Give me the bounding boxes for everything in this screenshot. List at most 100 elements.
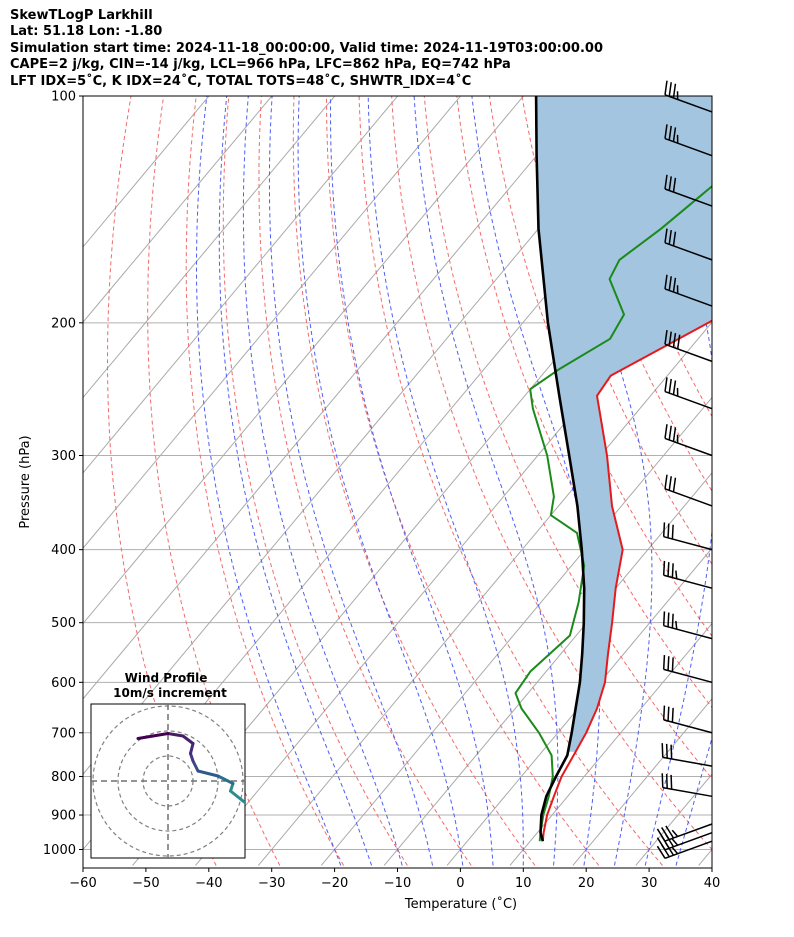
wind-barb-flag bbox=[668, 82, 672, 97]
wind-barb-flag bbox=[672, 127, 677, 142]
wind-barb-flag bbox=[672, 231, 677, 246]
x-tick-label: 20 bbox=[578, 876, 595, 891]
isotherm-line bbox=[572, 698, 712, 866]
wind-barb-flag bbox=[662, 655, 666, 670]
wind-barb bbox=[662, 655, 713, 684]
isotherm-line bbox=[446, 547, 712, 866]
wind-barb-flag bbox=[664, 174, 668, 190]
hodograph-plot bbox=[91, 704, 245, 858]
x-tick-label: −60 bbox=[69, 876, 96, 891]
hodograph-trace-segment bbox=[181, 734, 195, 745]
wind-barb-flag bbox=[664, 228, 668, 243]
y-tick-label: 400 bbox=[51, 543, 76, 558]
hodograph-trace-segment bbox=[189, 742, 195, 755]
moist-adiabat-line bbox=[218, 96, 373, 866]
y-tick-label: 800 bbox=[51, 770, 76, 785]
wind-barb-flag bbox=[668, 378, 672, 394]
wind-barb-flag bbox=[668, 176, 672, 191]
isotherm-line bbox=[83, 96, 210, 248]
wind-barb bbox=[664, 474, 713, 507]
moist-adiabat-line bbox=[297, 96, 464, 866]
wind-barb-flag bbox=[662, 611, 666, 626]
wind-barb-flag bbox=[664, 474, 668, 489]
y-tick-label: 100 bbox=[51, 90, 76, 105]
moist-adiabat-line bbox=[545, 96, 653, 866]
moist-adiabat-line bbox=[413, 96, 559, 866]
wind-barb-staff bbox=[664, 343, 713, 363]
wind-barb-staff bbox=[662, 786, 713, 798]
wind-barb bbox=[656, 840, 713, 860]
wind-barb-flag bbox=[671, 838, 679, 846]
dewpoint-profile-line bbox=[514, 184, 712, 842]
dry-adiabat-line bbox=[358, 96, 663, 866]
wind-barb-staff bbox=[664, 823, 713, 842]
wind-barb-flag bbox=[665, 825, 675, 839]
wind-barb-flag bbox=[664, 274, 668, 290]
wind-barb bbox=[661, 743, 713, 767]
wind-barb-flag bbox=[665, 743, 668, 759]
wind-barb-flag bbox=[664, 424, 668, 439]
wind-barb-flag bbox=[664, 377, 668, 392]
isotherm-line bbox=[83, 96, 336, 399]
hodograph-trace-segment bbox=[166, 732, 185, 738]
y-tick-label: 900 bbox=[51, 809, 76, 824]
wind-barb-flag bbox=[665, 774, 668, 789]
dry-adiabat-line bbox=[222, 96, 408, 866]
temperature-profile-line bbox=[541, 319, 712, 842]
wind-barb-flag bbox=[672, 380, 677, 395]
chart-header: SkewTLogP Larkhill Lat: 51.18 Lon: -1.80… bbox=[10, 8, 603, 90]
isotherm-line bbox=[383, 472, 712, 866]
wind-barb bbox=[664, 274, 713, 307]
moist-adiabat-line bbox=[367, 96, 524, 866]
x-tick-label: 10 bbox=[515, 876, 532, 891]
wind-barb-flag bbox=[667, 706, 670, 722]
x-tick-label: 40 bbox=[704, 876, 721, 891]
dry-adiabat-line bbox=[521, 96, 712, 565]
wind-barb-flag bbox=[662, 705, 666, 720]
wind-barb-flag bbox=[661, 827, 670, 840]
moist-adiabat-line bbox=[242, 96, 403, 866]
wind-barb-staff bbox=[664, 488, 713, 507]
wind-barb-flag bbox=[668, 425, 672, 441]
chart-title: SkewTLogP Larkhill bbox=[10, 8, 153, 23]
hodograph-trace-segment bbox=[136, 734, 155, 740]
x-tick-label: −50 bbox=[132, 876, 159, 891]
wind-barb bbox=[661, 773, 713, 798]
wind-barb-staff bbox=[664, 437, 713, 457]
location-line: Lat: 51.18 Lon: -1.80 bbox=[10, 24, 163, 40]
y-axis-title: Pressure (hPa) bbox=[18, 435, 33, 528]
wind-barb bbox=[664, 124, 713, 157]
wind-barb bbox=[664, 424, 713, 457]
wind-barb-flag bbox=[656, 828, 666, 842]
wind-barb-flag bbox=[664, 329, 668, 345]
moist-adiabat-line bbox=[329, 96, 494, 866]
dry-adiabat-line bbox=[185, 96, 345, 866]
x-axis-title: Temperature (˚C) bbox=[404, 896, 517, 912]
wind-barbs bbox=[656, 80, 713, 860]
wind-barb-flag bbox=[667, 612, 670, 627]
x-tick-label: 30 bbox=[641, 876, 658, 891]
x-tick-label: −40 bbox=[195, 876, 222, 891]
parcel-profile-line bbox=[534, 96, 586, 842]
wind-barb-flag bbox=[671, 524, 674, 540]
wind-barb bbox=[664, 329, 713, 363]
wind-barb-flag bbox=[670, 744, 673, 759]
y-tick-label: 600 bbox=[51, 676, 76, 691]
axes: −60 −50 −40 −30 −20 −10 0 10 20 30 40 1000 900 800 700… bbox=[43, 90, 720, 892]
hodograph-trace-segment bbox=[216, 774, 235, 785]
wind-barb-flag bbox=[668, 331, 672, 346]
hodograph-trace-segment bbox=[151, 732, 170, 738]
wind-barb-staff bbox=[663, 535, 713, 551]
wind-barb bbox=[662, 522, 713, 551]
y-tick-label: 500 bbox=[51, 616, 76, 631]
isotherm-line bbox=[195, 246, 712, 866]
wind-barb bbox=[664, 377, 713, 410]
wind-barb-flag bbox=[667, 523, 670, 538]
y-tick-label: 300 bbox=[51, 449, 76, 464]
wind-barb-flag bbox=[672, 177, 677, 193]
wind-barb bbox=[662, 705, 713, 734]
wind-barb-flag bbox=[661, 773, 664, 788]
wind-barb-flag bbox=[661, 743, 664, 758]
wind-barb-flag bbox=[672, 477, 677, 493]
isotherm-line bbox=[83, 96, 525, 625]
